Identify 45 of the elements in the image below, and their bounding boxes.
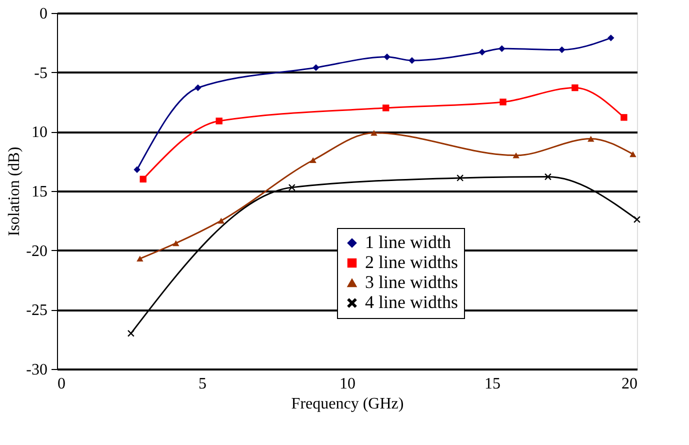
point xyxy=(134,166,140,173)
point xyxy=(140,176,146,182)
point xyxy=(608,34,614,42)
y-tick-label: 10 xyxy=(32,124,48,142)
point xyxy=(216,118,222,124)
x-tick-label: 5 xyxy=(198,376,206,392)
point xyxy=(498,45,506,52)
y-tick-label: -5 xyxy=(34,64,48,82)
point xyxy=(370,130,378,136)
point xyxy=(588,136,594,142)
point xyxy=(136,256,144,262)
x-tick-label: 15 xyxy=(484,376,500,392)
point xyxy=(478,48,486,56)
y-tick-label: 15 xyxy=(32,184,48,200)
point xyxy=(630,151,636,158)
legend-label: 2 line widths xyxy=(365,252,458,272)
y-tick-label: 0 xyxy=(40,6,48,22)
legend-label: 1 line width xyxy=(365,232,451,252)
x-axis-title: Frequency (GHz) xyxy=(291,396,404,412)
point xyxy=(572,84,578,92)
point xyxy=(288,184,296,191)
point xyxy=(312,64,320,71)
x-tick-label: 10 xyxy=(340,376,356,392)
point xyxy=(128,330,134,337)
y-tick-label: -20 xyxy=(26,242,48,260)
legend-label: 4 line widths xyxy=(365,292,458,312)
point xyxy=(218,218,224,224)
y-tick-label: -30 xyxy=(26,362,48,378)
y-axis-title: Isolation (dB) xyxy=(6,146,24,236)
point xyxy=(500,98,506,106)
x-tick-label: 0 xyxy=(58,376,66,392)
point xyxy=(172,240,180,246)
point xyxy=(620,114,628,121)
legend-label: 3 line widths xyxy=(365,272,458,292)
point xyxy=(512,152,520,158)
point xyxy=(408,57,416,64)
point xyxy=(194,84,202,92)
point xyxy=(384,54,390,60)
point xyxy=(382,104,390,112)
point xyxy=(456,174,464,182)
point xyxy=(558,46,566,54)
point xyxy=(544,173,552,180)
y-tick-label: -25 xyxy=(26,302,48,320)
x-tick-label: 20 xyxy=(622,376,638,392)
point xyxy=(310,157,316,164)
